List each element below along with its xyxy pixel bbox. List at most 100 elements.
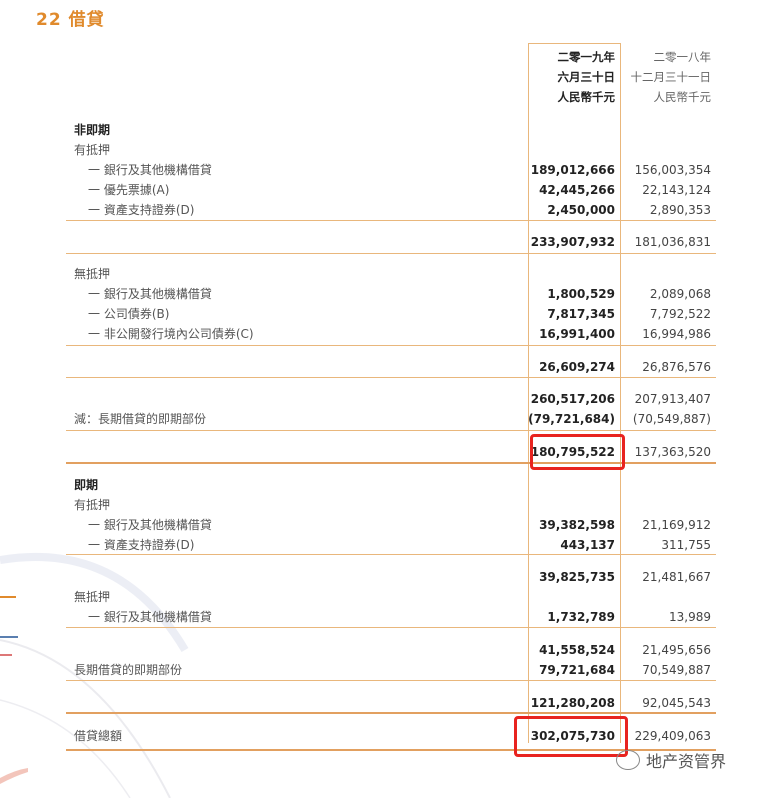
table-row: 260,517,206 207,913,407 (66, 389, 716, 409)
divider (66, 462, 716, 464)
divider (66, 253, 716, 254)
value-2018: 137,363,520 (634, 445, 711, 459)
divider (66, 680, 716, 681)
watermark: 地产资管界 (616, 748, 726, 772)
value-2019: 121,280,208 (530, 696, 615, 710)
value-2018: 207,913,407 (634, 392, 711, 406)
header-2019-unit: 人民幣千元 (557, 90, 616, 104)
table-row: 有抵押 (66, 495, 716, 515)
table-row: 121,280,208 92,045,543 (66, 693, 716, 713)
table-row: 一 銀行及其他機構借貸 189,012,666 156,003,354 (66, 160, 716, 180)
row-label: 減：長期借貸的即期部份 (74, 412, 207, 426)
value-2019: 39,382,598 (539, 518, 615, 532)
table-row: 180,795,522 137,363,520 (66, 442, 716, 462)
table-row: 一 資產支持證券(D) 2,450,000 2,890,353 (66, 200, 716, 220)
divider (66, 554, 716, 555)
value-2018: 21,495,656 (642, 643, 711, 657)
value-2018: 70,549,887 (642, 663, 711, 677)
divider (66, 377, 716, 378)
divider (66, 220, 716, 221)
decorative-stroke (0, 654, 12, 656)
row-label: 一 銀行及其他機構借貸 (88, 287, 212, 301)
decorative-arc (0, 639, 171, 798)
value-2019: 260,517,206 (530, 392, 615, 406)
value-2019: 26,609,274 (539, 360, 615, 374)
decorative-stroke (0, 768, 28, 784)
header-2018-date: 十二月三十一日 (630, 70, 712, 84)
row-label: 有抵押 (74, 498, 111, 512)
header-2019-year: 二零一九年 (557, 50, 616, 64)
divider (66, 627, 716, 628)
row-label: 無抵押 (74, 590, 111, 604)
row-label: 一 資產支持證券(D) (88, 538, 195, 552)
table-row: 一 優先票據(A) 42,445,266 22,143,124 (66, 180, 716, 200)
value-2018: 7,792,522 (649, 307, 711, 321)
value-2019: (79,721,684) (528, 412, 615, 426)
value-2019: 16,991,400 (539, 327, 615, 341)
table-row: 26,609,274 26,876,576 (66, 357, 716, 377)
highlight-box (514, 716, 628, 757)
table-row: 一 銀行及其他機構借貸 1,800,529 2,089,068 (66, 284, 716, 304)
value-2018: 16,994,986 (642, 327, 711, 341)
row-label: 一 公司債券(B) (88, 307, 170, 321)
row-label: 一 銀行及其他機構借貸 (88, 518, 212, 532)
row-label: 一 銀行及其他機構借貸 (88, 610, 212, 624)
table-row: 233,907,932 181,036,831 (66, 232, 716, 252)
value-2018: 229,409,063 (634, 729, 711, 743)
table-row: 借貸總額 302,075,730 229,409,063 (66, 726, 716, 746)
row-label: 一 銀行及其他機構借貸 (88, 163, 212, 177)
value-2018: 2,890,353 (649, 203, 711, 217)
row-label: 非即期 (74, 123, 111, 137)
table-row: 減：長期借貸的即期部份 (79,721,684) (70,549,887) (66, 409, 716, 429)
row-label: 長期借貸的即期部份 (74, 663, 183, 677)
table-row: 39,825,735 21,481,667 (66, 567, 716, 587)
highlight-box (530, 434, 625, 470)
value-2019: 189,012,666 (530, 163, 615, 177)
row-label: 一 資產支持證券(D) (88, 203, 195, 217)
value-2018: 22,143,124 (642, 183, 711, 197)
divider (66, 712, 716, 714)
row-label: 即期 (74, 478, 99, 492)
value-2019: 2,450,000 (547, 203, 615, 217)
table-row: 無抵押 (66, 587, 716, 607)
row-label: 無抵押 (74, 267, 111, 281)
value-2019: 302,075,730 (530, 729, 615, 743)
table-row: 即期 (66, 475, 716, 495)
value-2019: 443,137 (560, 538, 615, 552)
row-label: 借貸總額 (74, 729, 123, 743)
value-2018: 181,036,831 (634, 235, 711, 249)
table-row: 無抵押 (66, 264, 716, 284)
table-row: 有抵押 (66, 140, 716, 160)
value-2018: 13,989 (669, 610, 711, 624)
watermark-text: 地产资管界 (646, 752, 727, 771)
table-row: 一 銀行及其他機構借貸 1,732,789 13,989 (66, 607, 716, 627)
table-row: 非即期 (66, 120, 716, 140)
current-period-column-highlight (528, 43, 621, 743)
table-row: 長期借貸的即期部份 79,721,684 70,549,887 (66, 660, 716, 680)
table-row: 一 公司債券(B) 7,817,345 7,792,522 (66, 304, 716, 324)
value-2018: 311,755 (661, 538, 711, 552)
table-row: 一 資產支持證券(D) 443,137 311,755 (66, 535, 716, 555)
header-2019-date: 六月三十日 (557, 70, 616, 84)
section-title: 22 借貸 (36, 10, 105, 30)
value-2019: 180,795,522 (530, 445, 615, 459)
value-2019: 42,445,266 (539, 183, 615, 197)
divider (66, 749, 716, 751)
value-2019: 233,907,932 (530, 235, 615, 249)
table-row: 一 非公開發行境內公司債券(C) 16,991,400 16,994,986 (66, 324, 716, 344)
value-2019: 1,732,789 (547, 610, 615, 624)
value-2018: 26,876,576 (642, 360, 711, 374)
value-2019: 39,825,735 (539, 570, 615, 584)
wechat-icon (616, 750, 640, 770)
decorative-stroke (0, 636, 18, 638)
header-2018-year: 二零一八年 (653, 50, 712, 64)
header-2018-unit: 人民幣千元 (653, 90, 712, 104)
decorative-arc (0, 699, 131, 798)
table-row: 一 銀行及其他機構借貸 39,382,598 21,169,912 (66, 515, 716, 535)
row-label: 一 非公開發行境內公司債券(C) (88, 327, 254, 341)
value-2018: 21,169,912 (642, 518, 711, 532)
value-2018: 2,089,068 (649, 287, 711, 301)
value-2018: 92,045,543 (642, 696, 711, 710)
value-2018: 21,481,667 (642, 570, 711, 584)
